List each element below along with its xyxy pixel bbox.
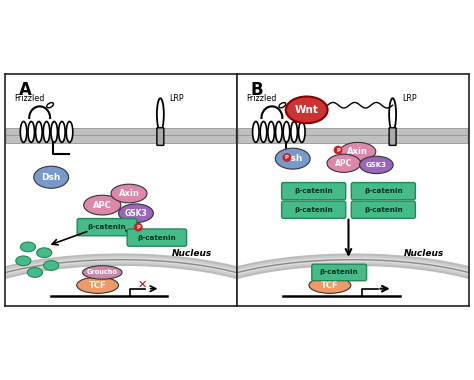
Ellipse shape xyxy=(43,122,50,142)
Text: GSK3: GSK3 xyxy=(366,162,387,168)
Text: Nucleus: Nucleus xyxy=(404,249,445,258)
Text: TCF: TCF xyxy=(89,281,107,290)
Ellipse shape xyxy=(253,122,259,142)
Ellipse shape xyxy=(66,122,73,142)
FancyBboxPatch shape xyxy=(238,128,468,136)
Text: β-catenin: β-catenin xyxy=(320,269,358,275)
FancyBboxPatch shape xyxy=(6,136,236,144)
Ellipse shape xyxy=(275,148,310,169)
Text: Wnt: Wnt xyxy=(295,105,319,115)
Ellipse shape xyxy=(291,122,297,142)
Text: P: P xyxy=(285,155,289,160)
Ellipse shape xyxy=(51,122,57,142)
Text: β-catenin: β-catenin xyxy=(88,224,126,230)
Ellipse shape xyxy=(327,154,361,173)
Text: Nucleus: Nucleus xyxy=(172,249,212,258)
FancyBboxPatch shape xyxy=(127,229,187,246)
Text: Groucho: Groucho xyxy=(87,269,118,275)
Text: LRP: LRP xyxy=(170,94,184,103)
Text: Frizzled: Frizzled xyxy=(14,94,45,103)
Ellipse shape xyxy=(27,268,43,277)
FancyBboxPatch shape xyxy=(351,182,415,200)
Text: APC: APC xyxy=(335,159,353,168)
FancyBboxPatch shape xyxy=(238,136,468,144)
Ellipse shape xyxy=(283,122,290,142)
Text: Dsh: Dsh xyxy=(283,154,302,163)
Ellipse shape xyxy=(34,166,69,188)
Ellipse shape xyxy=(20,242,36,252)
FancyBboxPatch shape xyxy=(282,182,346,200)
Text: APC: APC xyxy=(93,201,112,210)
Ellipse shape xyxy=(44,261,59,270)
Ellipse shape xyxy=(20,122,27,142)
Text: Axin: Axin xyxy=(347,147,368,156)
Ellipse shape xyxy=(28,122,35,142)
FancyBboxPatch shape xyxy=(157,128,164,146)
FancyBboxPatch shape xyxy=(351,201,415,218)
Ellipse shape xyxy=(36,248,52,258)
Ellipse shape xyxy=(118,204,154,223)
Text: Dsh: Dsh xyxy=(42,173,61,182)
Text: β-catenin: β-catenin xyxy=(294,188,333,194)
Ellipse shape xyxy=(84,195,121,215)
FancyBboxPatch shape xyxy=(389,128,396,146)
Ellipse shape xyxy=(389,98,396,131)
Text: LRP: LRP xyxy=(402,94,417,103)
Text: Frizzled: Frizzled xyxy=(246,94,277,103)
Ellipse shape xyxy=(111,184,147,203)
Ellipse shape xyxy=(47,103,54,108)
FancyBboxPatch shape xyxy=(282,201,346,218)
Text: β-catenin: β-catenin xyxy=(364,188,403,194)
Ellipse shape xyxy=(286,97,328,123)
Text: ✕: ✕ xyxy=(137,280,147,290)
Text: β-catenin: β-catenin xyxy=(364,207,403,213)
FancyBboxPatch shape xyxy=(312,264,366,281)
Circle shape xyxy=(334,146,342,154)
Ellipse shape xyxy=(279,103,286,108)
Ellipse shape xyxy=(82,266,122,279)
Ellipse shape xyxy=(260,122,267,142)
Text: B: B xyxy=(251,81,264,99)
Text: P: P xyxy=(137,225,140,230)
FancyBboxPatch shape xyxy=(6,128,236,136)
Ellipse shape xyxy=(299,122,305,142)
Text: TCF: TCF xyxy=(321,281,339,290)
Ellipse shape xyxy=(16,256,31,266)
Ellipse shape xyxy=(77,277,118,293)
Text: GSK3: GSK3 xyxy=(125,209,147,218)
Ellipse shape xyxy=(309,277,351,293)
Circle shape xyxy=(135,223,142,231)
Ellipse shape xyxy=(359,156,393,174)
Ellipse shape xyxy=(157,98,164,131)
Text: P: P xyxy=(336,147,340,152)
Ellipse shape xyxy=(268,122,274,142)
Text: Axin: Axin xyxy=(118,189,139,198)
Text: β-catenin: β-catenin xyxy=(137,234,176,241)
Text: β-catenin: β-catenin xyxy=(294,207,333,213)
FancyBboxPatch shape xyxy=(77,218,137,236)
Text: A: A xyxy=(18,81,32,99)
Ellipse shape xyxy=(36,122,42,142)
Ellipse shape xyxy=(340,142,376,161)
Circle shape xyxy=(283,154,291,161)
Ellipse shape xyxy=(59,122,65,142)
Ellipse shape xyxy=(275,122,282,142)
